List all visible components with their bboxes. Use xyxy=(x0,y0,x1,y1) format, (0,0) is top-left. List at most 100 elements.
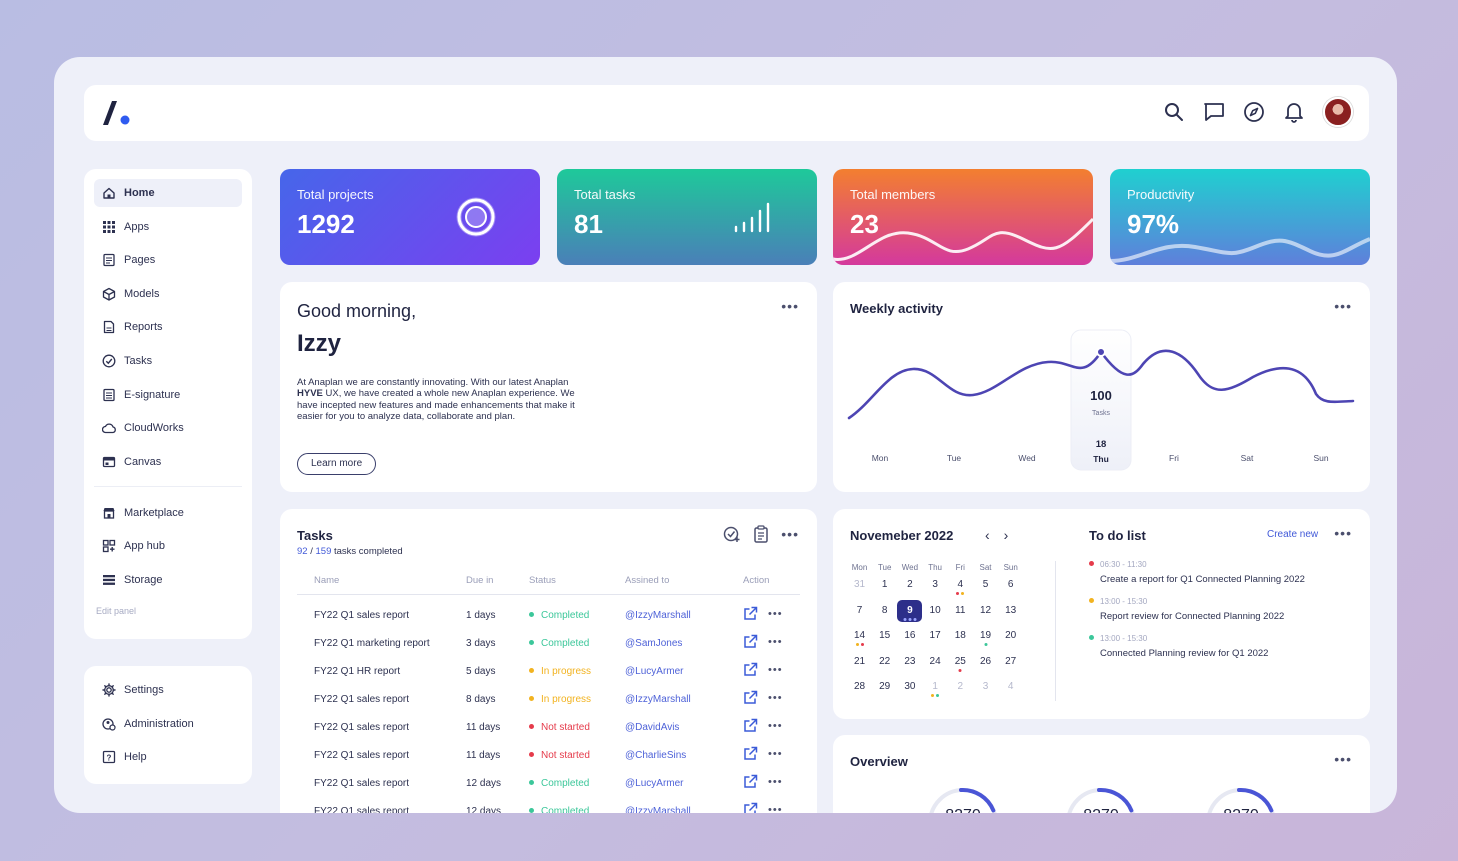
todo-item[interactable]: 13:00 - 15:30 Report review for Connecte… xyxy=(1089,597,1349,622)
calendar-day[interactable]: 10 xyxy=(923,600,948,622)
calendar-day[interactable]: 19 xyxy=(973,625,998,647)
task-assignee[interactable]: @LucyArmer xyxy=(625,778,684,789)
calendar-day[interactable]: 6 xyxy=(998,574,1023,596)
compass-icon[interactable] xyxy=(1243,101,1265,123)
todo-item[interactable]: 13:00 - 15:30 Connected Planning review … xyxy=(1089,634,1349,659)
more-icon[interactable]: ••• xyxy=(781,526,799,542)
calendar-day[interactable]: 12 xyxy=(973,600,998,622)
calendar-day[interactable]: 26 xyxy=(973,651,998,673)
open-external-icon[interactable] xyxy=(743,718,758,733)
table-row[interactable]: FY22 Q1 sales report 11 days Not started… xyxy=(297,713,800,741)
sidebar-item-canvas[interactable]: Canvas xyxy=(94,448,242,476)
calendar-day[interactable]: 2 xyxy=(897,574,922,596)
task-assignee[interactable]: @IzzyMarshall xyxy=(625,806,691,813)
more-icon[interactable]: ••• xyxy=(1334,525,1352,541)
calendar-day[interactable]: 18 xyxy=(948,625,973,647)
calendar-day[interactable]: 4 xyxy=(998,676,1023,698)
more-icon[interactable]: ••• xyxy=(768,803,783,814)
column-header-assigned[interactable]: Assined to xyxy=(625,575,670,586)
bell-icon[interactable] xyxy=(1283,101,1305,123)
more-icon[interactable]: ••• xyxy=(768,691,783,704)
calendar-day[interactable]: 3 xyxy=(923,574,948,596)
more-icon[interactable]: ••• xyxy=(1334,298,1352,314)
table-row[interactable]: FY22 Q1 sales report 11 days Not started… xyxy=(297,741,800,769)
calendar-day[interactable]: 13 xyxy=(998,600,1023,622)
calendar-day[interactable]: 21 xyxy=(847,651,872,673)
more-icon[interactable]: ••• xyxy=(781,298,799,314)
anaplan-logo[interactable] xyxy=(100,99,134,127)
clipboard-icon[interactable] xyxy=(753,525,769,543)
sidebar-item-app-hub[interactable]: App hub xyxy=(94,532,242,560)
table-row[interactable]: FY22 Q1 sales report 12 days Completed @… xyxy=(297,769,800,797)
task-assignee[interactable]: @IzzyMarshall xyxy=(625,694,691,705)
calendar-day[interactable]: 30 xyxy=(897,676,922,698)
calendar-day[interactable]: 20 xyxy=(998,625,1023,647)
sidebar-item-home[interactable]: Home xyxy=(94,179,242,207)
open-external-icon[interactable] xyxy=(743,662,758,677)
sidebar-item-pages[interactable]: Pages xyxy=(94,246,242,274)
calendar-day[interactable]: 5 xyxy=(973,574,998,596)
calendar-day[interactable]: 11 xyxy=(948,600,973,622)
calendar-day[interactable]: 2 xyxy=(948,676,973,698)
sidebar-item-models[interactable]: Models xyxy=(94,280,242,308)
more-icon[interactable]: ••• xyxy=(768,607,783,620)
table-row[interactable]: FY22 Q1 sales report 1 days Completed @I… xyxy=(297,601,800,629)
table-row[interactable]: FY22 Q1 sales report 12 days Completed @… xyxy=(297,797,800,813)
todo-item[interactable]: 06:30 - 11:30 Create a report for Q1 Con… xyxy=(1089,560,1349,585)
column-header-status[interactable]: Status xyxy=(529,575,556,586)
chat-icon[interactable] xyxy=(1203,101,1225,123)
more-icon[interactable]: ••• xyxy=(1334,751,1352,767)
stat-card-total-members[interactable]: Total members 23 xyxy=(833,169,1093,265)
search-icon[interactable] xyxy=(1163,101,1185,123)
more-icon[interactable]: ••• xyxy=(768,663,783,676)
sidebar-item-e-signature[interactable]: E-signature xyxy=(94,381,242,409)
learn-more-button[interactable]: Learn more xyxy=(297,453,377,475)
table-row[interactable]: FY22 Q1 marketing report 3 days Complete… xyxy=(297,629,800,657)
add-check-icon[interactable] xyxy=(723,525,741,543)
stat-card-productivity[interactable]: Productivity 97% xyxy=(1110,169,1370,265)
column-header-due[interactable]: Due in xyxy=(466,575,494,586)
edit-panel-link[interactable]: Edit panel xyxy=(96,605,137,616)
calendar-day[interactable]: 3 xyxy=(973,676,998,698)
sidebar-item-apps[interactable]: Apps xyxy=(94,213,242,241)
task-assignee[interactable]: @SamJones xyxy=(625,638,683,649)
task-assignee[interactable]: @LucyArmer xyxy=(625,666,684,677)
calendar-day[interactable]: 7 xyxy=(847,600,872,622)
open-external-icon[interactable] xyxy=(743,774,758,789)
more-icon[interactable]: ••• xyxy=(768,747,783,760)
calendar-day[interactable]: 1 xyxy=(923,676,948,698)
open-external-icon[interactable] xyxy=(743,634,758,649)
open-external-icon[interactable] xyxy=(743,606,758,621)
sidebar-item-help[interactable]: ? Help xyxy=(94,743,242,771)
more-icon[interactable]: ••• xyxy=(768,719,783,732)
create-new-button[interactable]: Create new xyxy=(1267,529,1319,540)
user-avatar[interactable] xyxy=(1323,97,1353,127)
sidebar-item-tasks[interactable]: Tasks xyxy=(94,347,242,375)
calendar-day[interactable]: 16 xyxy=(897,625,922,647)
chevron-left-icon[interactable]: ‹ xyxy=(985,527,990,543)
more-icon[interactable]: ••• xyxy=(768,635,783,648)
table-row[interactable]: FY22 Q1 sales report 8 days In progress … xyxy=(297,685,800,713)
calendar-day[interactable]: 25 xyxy=(948,651,973,673)
calendar-day[interactable]: 31 xyxy=(847,574,872,596)
calendar-day[interactable]: 4 xyxy=(948,574,973,596)
calendar-day[interactable]: 27 xyxy=(998,651,1023,673)
calendar-day[interactable]: 8 xyxy=(872,600,897,622)
task-assignee[interactable]: @DavidAvis xyxy=(625,722,680,733)
task-assignee[interactable]: @IzzyMarshall xyxy=(625,610,691,621)
calendar-day[interactable]: 28 xyxy=(847,676,872,698)
sidebar-item-marketplace[interactable]: Marketplace xyxy=(94,499,242,527)
sidebar-item-storage[interactable]: Storage xyxy=(94,566,242,594)
sidebar-item-reports[interactable]: Reports xyxy=(94,313,242,341)
calendar-day[interactable]: 22 xyxy=(872,651,897,673)
calendar-day[interactable]: 15 xyxy=(872,625,897,647)
activity-point[interactable] xyxy=(1096,347,1106,357)
table-row[interactable]: FY22 Q1 HR report 5 days In progress @Lu… xyxy=(297,657,800,685)
calendar-day[interactable]: 14 xyxy=(847,625,872,647)
sidebar-item-settings[interactable]: Settings xyxy=(94,676,242,704)
column-header-name[interactable]: Name xyxy=(314,575,340,586)
sidebar-item-cloudworks[interactable]: CloudWorks xyxy=(94,414,242,442)
chevron-right-icon[interactable]: › xyxy=(1003,527,1009,543)
calendar-day-selected[interactable]: 9 xyxy=(897,599,923,622)
more-icon[interactable]: ••• xyxy=(768,775,783,788)
